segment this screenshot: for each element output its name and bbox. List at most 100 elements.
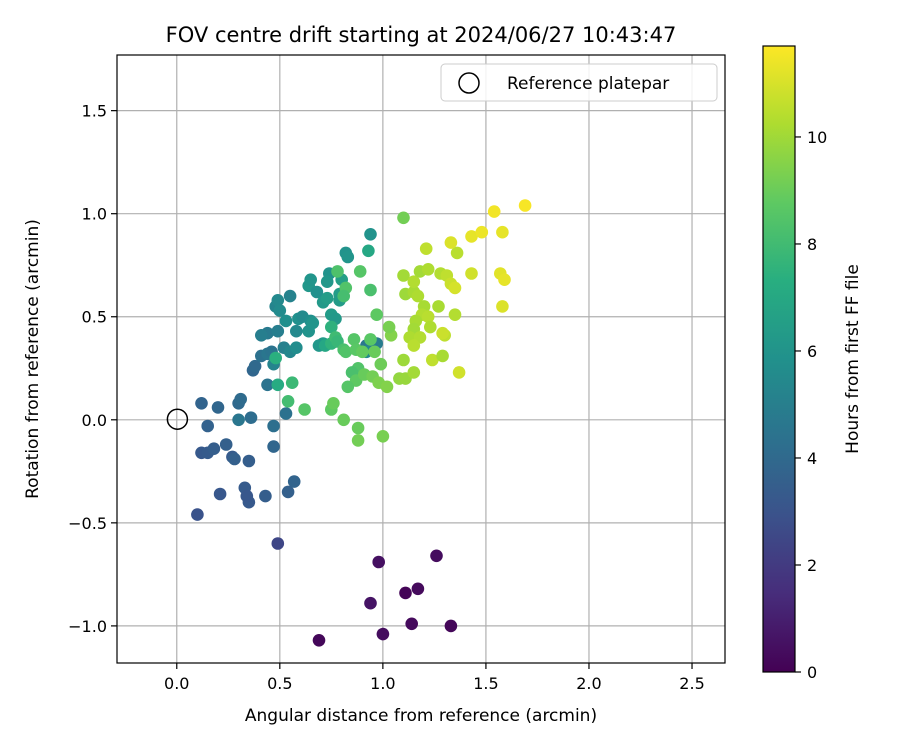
points [191,199,532,647]
data-point [364,228,377,241]
data-point [228,452,241,466]
data-point [496,225,509,239]
data-point [397,269,410,282]
data-point [259,489,272,503]
data-point [281,485,295,499]
data-point [267,419,280,433]
data-point [407,275,421,289]
y-axis-label: Rotation from reference (arcmin) [23,219,43,499]
data-point [364,596,377,610]
data-point [351,421,365,435]
data-point [411,582,425,596]
data-point [304,273,318,287]
data-point [261,378,274,392]
data-point [254,329,268,342]
x-tick-label: 1.5 [473,674,498,693]
data-point [430,549,443,563]
data-point [399,586,412,600]
data-point [213,487,227,501]
data-point [290,324,303,338]
data-point [320,275,334,289]
data-point [339,345,353,359]
y-tick-label: 1.0 [82,205,107,224]
data-point [283,289,297,303]
legend-entry: Reference platepar [507,74,669,94]
data-point [444,619,458,633]
data-point [436,326,449,340]
data-point [242,454,256,468]
data-point [327,397,340,410]
data-point [444,236,458,249]
data-point [498,273,511,287]
data-point [244,411,258,425]
data-point [421,310,435,324]
data-point [306,316,320,330]
colorbar-ticks: 0 2 4 6 8 10 [795,128,827,682]
legend-marker [458,72,480,94]
data-point [337,413,351,427]
colorbar-tick-label: 6 [807,342,817,361]
data-point [325,320,338,334]
data-point [267,440,280,453]
data-point [376,430,390,443]
data-point [351,434,365,447]
data-point [341,250,355,264]
data-point [271,324,285,338]
data-point [211,401,225,414]
x-tick-label: 0.5 [267,674,292,693]
data-point [240,489,254,503]
data-point [376,627,390,641]
data-point [347,333,361,346]
y-tick-label: −0.5 [68,514,107,533]
data-point [405,617,419,631]
legend-box [440,63,718,102]
data-point [368,345,381,359]
data-point [271,537,285,550]
colorbar-tick-label: 10 [807,128,827,147]
y-tick-label: 0.5 [82,308,107,327]
data-point [356,345,369,359]
data-point [448,281,462,295]
y-tick-label: 1.5 [82,102,107,121]
data-point [201,419,214,433]
data-point [432,300,445,313]
x-axis: 0.0 0.5 1.0 1.5 2.0 2.5 [164,663,705,693]
data-point [331,265,344,278]
colorbar-tick-label: 0 [807,663,817,682]
data-point [465,230,478,243]
y-tick-label: −1.0 [68,617,107,636]
data-point [279,314,293,328]
legend: Reference platepar [440,63,718,102]
data-point [337,289,351,303]
data-point [248,359,262,373]
colorbar-tick-label: 4 [807,449,817,468]
x-axis-label: Angular distance from reference (arcmin) [245,706,597,726]
data-point [310,285,324,299]
data-point [364,283,377,297]
data-point [475,225,489,239]
data-point [421,263,435,276]
data-point [382,320,396,334]
data-point [496,300,509,313]
colorbar-tick-label: 2 [807,556,817,575]
data-point [219,438,233,451]
data-point [271,294,285,307]
data-point [232,413,245,427]
grid [117,55,725,663]
data-point [397,211,410,225]
data-point [191,508,204,521]
data-point [364,333,377,346]
data-point [374,357,388,371]
data-point [426,353,439,367]
colorbar-label: Hours from first FF file [843,264,863,454]
y-tick-label: 0.0 [82,411,107,430]
colorbar-gradient [762,45,796,673]
data-point [448,308,462,322]
data-point [362,244,375,258]
data-point [487,205,501,218]
data-point [341,380,355,394]
data-point [320,291,334,305]
x-tick-label: 0.0 [164,674,189,693]
data-point [269,351,283,365]
